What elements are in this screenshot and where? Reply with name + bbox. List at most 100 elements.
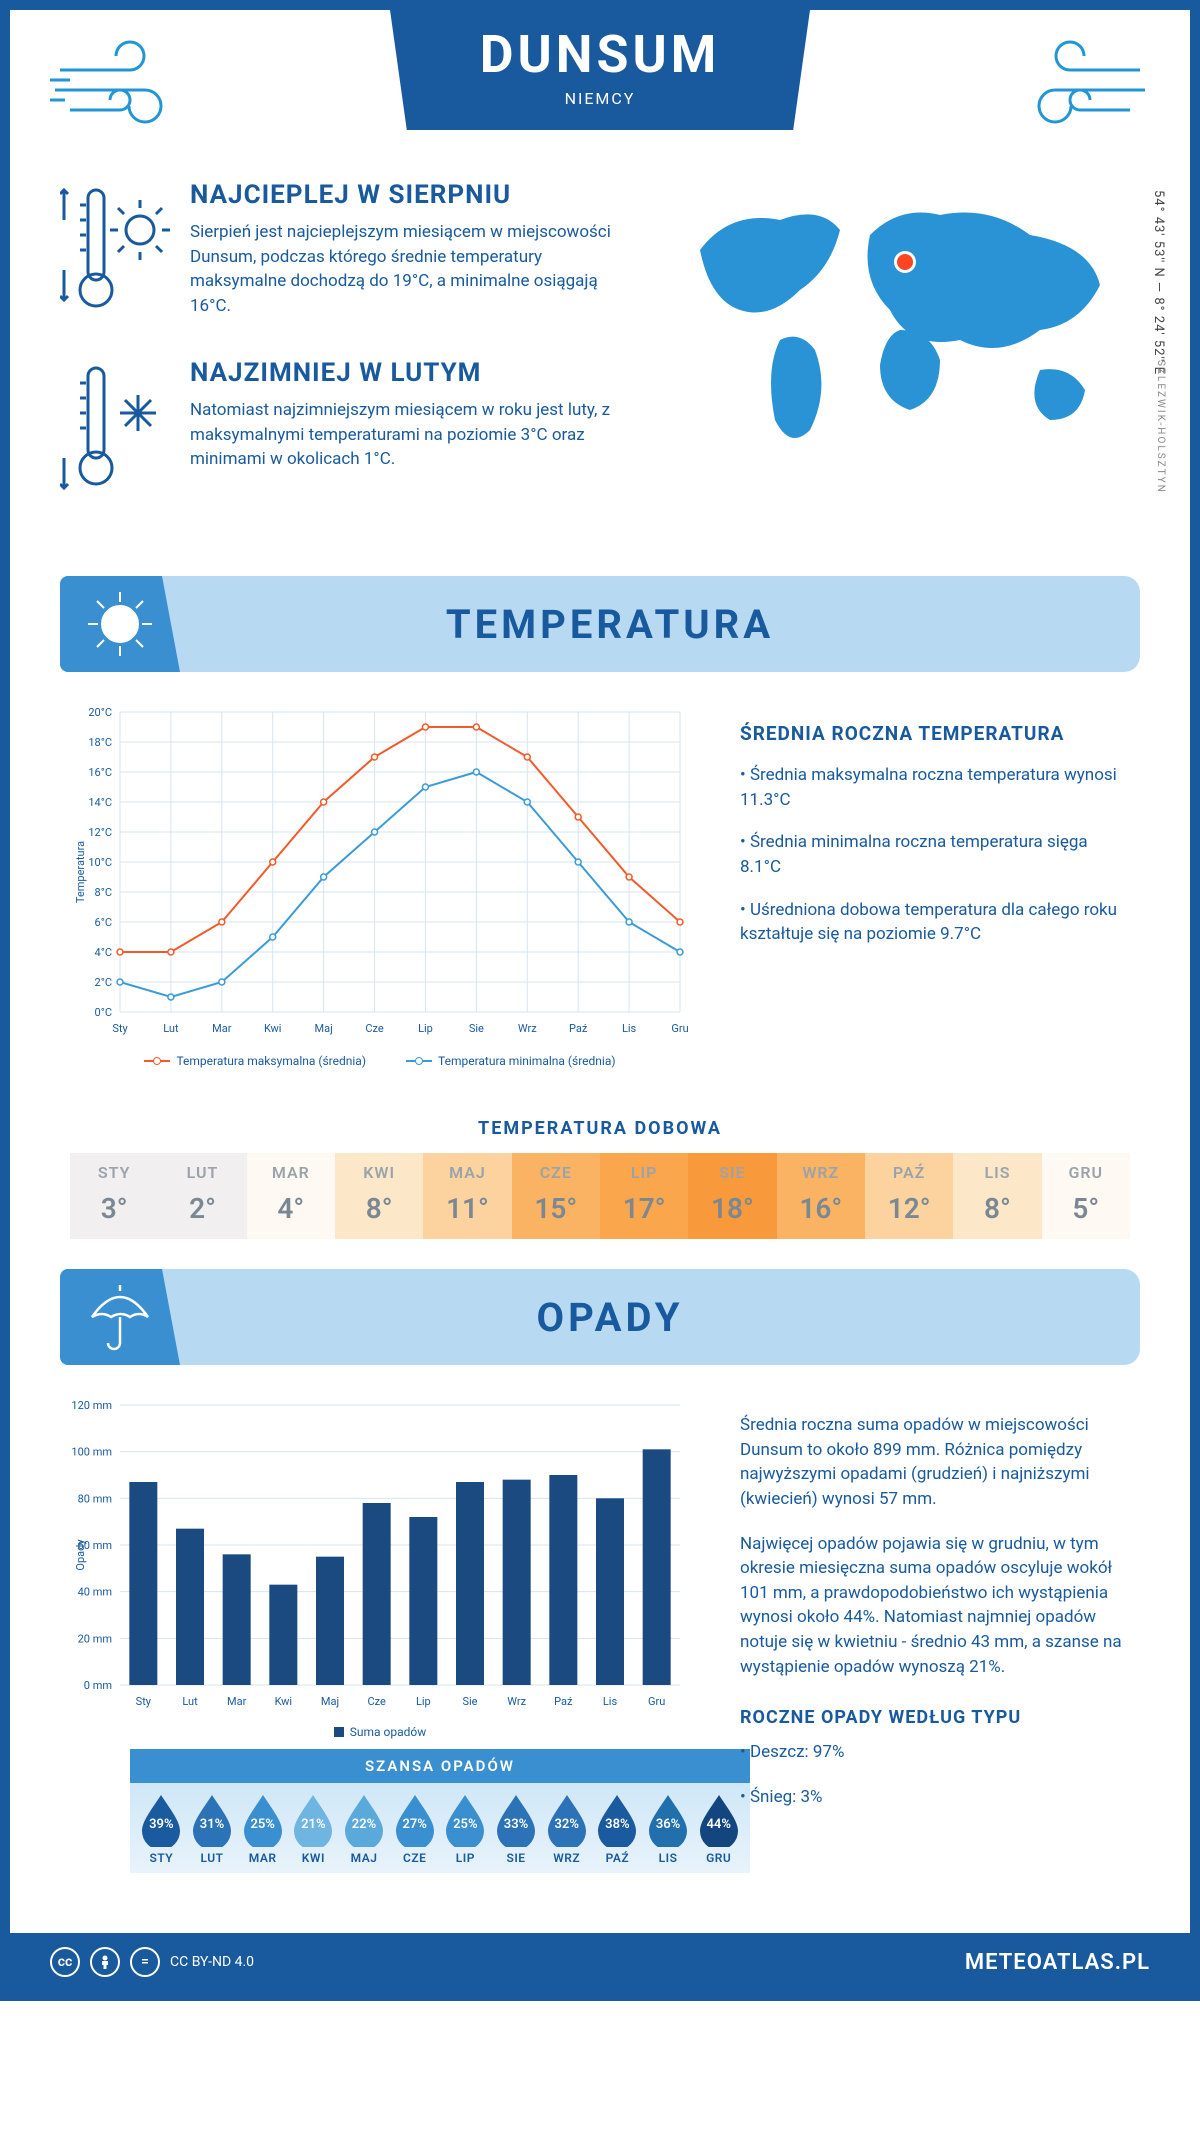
chance-cell: 21% KWI <box>288 1793 339 1865</box>
hot-month-title: NAJCIEPLEJ W SIERPNIU <box>190 180 620 210</box>
svg-text:Mar: Mar <box>227 1695 247 1708</box>
umbrella-icon <box>60 1269 180 1365</box>
svg-text:120 mm: 120 mm <box>71 1399 112 1412</box>
daily-temp-cell: CZE15° <box>512 1153 600 1239</box>
svg-text:Paź: Paź <box>554 1695 573 1708</box>
world-map-icon <box>660 180 1140 460</box>
svg-text:Mar: Mar <box>212 1022 232 1035</box>
daily-temp-cell: SIE18° <box>688 1153 776 1239</box>
thermometer-cold-icon <box>60 358 170 502</box>
svg-text:4°C: 4°C <box>95 946 112 959</box>
daily-temp-table: STY3°LUT2°MAR4°KWI8°MAJ11°CZE15°LIP17°SI… <box>70 1153 1130 1239</box>
precip-type-bullet: • Deszcz: 97% <box>740 1740 1130 1765</box>
svg-text:Wrz: Wrz <box>507 1695 526 1708</box>
region-label: SZLEZWIK-HOLSZTYN <box>1155 360 1166 494</box>
svg-text:Sty: Sty <box>112 1022 128 1035</box>
svg-text:20°C: 20°C <box>88 706 112 719</box>
daily-temp-cell: GRU5° <box>1042 1153 1130 1239</box>
svg-text:Lut: Lut <box>182 1695 198 1708</box>
temperature-line-chart: 0°C2°C4°C6°C8°C10°C12°C14°C16°C18°C20°CS… <box>70 702 690 1042</box>
svg-text:Lip: Lip <box>416 1695 431 1708</box>
nd-icon: = <box>130 1947 160 1977</box>
chance-cell: 27% CZE <box>389 1793 440 1865</box>
svg-text:Sie: Sie <box>462 1695 477 1708</box>
svg-text:0°C: 0°C <box>95 1006 112 1019</box>
sun-icon <box>60 576 180 672</box>
svg-text:Wrz: Wrz <box>518 1022 537 1035</box>
temp-bullet: • Średnia minimalna roczna temperatura s… <box>740 830 1130 879</box>
svg-text:Lut: Lut <box>163 1022 179 1035</box>
precipitation-bar-chart: 0 mm20 mm40 mm60 mm80 mm100 mm120 mmStyL… <box>70 1395 690 1715</box>
svg-text:Maj: Maj <box>315 1022 333 1035</box>
chance-cell: 38% PAŹ <box>592 1793 643 1865</box>
daily-temp-cell: LIP17° <box>600 1153 688 1239</box>
daily-temp-cell: PAŹ12° <box>865 1153 953 1239</box>
svg-text:Kwi: Kwi <box>264 1022 282 1035</box>
chance-cell: 44% GRU <box>693 1793 744 1865</box>
svg-text:Gru: Gru <box>671 1022 688 1035</box>
cold-month-title: NAJZIMNIEJ W LUTYM <box>190 358 620 388</box>
svg-text:6°C: 6°C <box>95 916 112 929</box>
daily-temp-cell: MAR4° <box>247 1153 335 1239</box>
cold-month-body: Natomiast najzimniejszym miesiącem w rok… <box>190 398 620 472</box>
svg-text:8°C: 8°C <box>95 886 112 899</box>
svg-text:18°C: 18°C <box>88 736 112 749</box>
svg-text:Opady: Opady <box>74 1539 87 1571</box>
daily-temp-cell: STY3° <box>70 1153 158 1239</box>
svg-text:Cze: Cze <box>367 1695 386 1708</box>
precip-type-title: ROCZNE OPADY WEDŁUG TYPU <box>740 1707 1130 1728</box>
svg-text:Gru: Gru <box>648 1695 665 1708</box>
by-icon <box>90 1947 120 1977</box>
svg-text:Cze: Cze <box>365 1022 384 1035</box>
svg-text:Temperatura: Temperatura <box>74 841 87 903</box>
svg-text:Kwi: Kwi <box>275 1695 293 1708</box>
temp-side-title: ŚREDNIA ROCZNA TEMPERATURA <box>740 722 1130 745</box>
svg-text:Lis: Lis <box>622 1022 637 1035</box>
chance-cell: 36% LIS <box>643 1793 694 1865</box>
svg-text:80 mm: 80 mm <box>78 1492 112 1505</box>
chance-cell: 32% WRZ <box>541 1793 592 1865</box>
chance-cell: 31% LUT <box>187 1793 238 1865</box>
chance-cell: 25% MAR <box>237 1793 288 1865</box>
legend-max: Temperatura maksymalna (średnia) <box>144 1054 366 1068</box>
cc-icon: cc <box>50 1947 80 1977</box>
svg-text:Sie: Sie <box>469 1022 484 1035</box>
footer: cc = CC BY-ND 4.0 METEOATLAS.PL <box>10 1933 1190 1991</box>
title-banner: DUNSUM NIEMCY <box>390 10 810 130</box>
legend-min: Temperatura minimalna (średnia) <box>406 1054 616 1068</box>
daily-temp-cell: WRZ16° <box>777 1153 865 1239</box>
wind-deco-right-icon <box>1010 20 1150 140</box>
svg-text:20 mm: 20 mm <box>78 1632 112 1645</box>
license-label: CC BY-ND 4.0 <box>170 1954 254 1970</box>
precip-para: Średnia roczna suma opadów w miejscowośc… <box>740 1413 1130 1512</box>
thermometer-hot-icon <box>60 180 170 324</box>
precip-legend: Suma opadów <box>70 1725 690 1739</box>
site-label: METEOATLAS.PL <box>965 1950 1150 1975</box>
svg-text:100 mm: 100 mm <box>71 1446 112 1459</box>
chance-cell: 22% MAJ <box>339 1793 390 1865</box>
daily-temp-cell: LIS8° <box>953 1153 1041 1239</box>
daily-temp-cell: LUT2° <box>158 1153 246 1239</box>
coordinates-label: 54° 43' 53'' N — 8° 24' 52'' E <box>1151 190 1166 375</box>
chance-cell: 33% SIE <box>491 1793 542 1865</box>
precip-type-bullet: • Śnieg: 3% <box>740 1785 1130 1810</box>
svg-text:Lip: Lip <box>418 1022 433 1035</box>
svg-text:2°C: 2°C <box>95 976 112 989</box>
svg-text:Paź: Paź <box>569 1022 588 1035</box>
daily-temp-title: TEMPERATURA DOBOWA <box>10 1118 1190 1139</box>
page-subtitle: NIEMCY <box>450 89 750 108</box>
chance-title: SZANSA OPADÓW <box>130 1749 750 1783</box>
svg-text:16°C: 16°C <box>88 766 112 779</box>
daily-temp-cell: KWI8° <box>335 1153 423 1239</box>
svg-text:14°C: 14°C <box>88 796 112 809</box>
precip-para: Najwięcej opadów pojawia się w grudniu, … <box>740 1532 1130 1680</box>
daily-temp-cell: MAJ11° <box>423 1153 511 1239</box>
svg-text:Sty: Sty <box>136 1695 152 1708</box>
hot-month-body: Sierpień jest najcieplejszym miesiącem w… <box>190 220 620 319</box>
svg-text:0 mm: 0 mm <box>84 1679 112 1692</box>
section-title-temperature: TEMPERATURA <box>180 601 1140 648</box>
chance-of-rain-strip: 39% STY 31% LUT 25% MAR 21% KWI 22% MAJ <box>130 1783 750 1873</box>
section-header-temperature: TEMPERATURA <box>60 576 1140 672</box>
chance-cell: 25% LIP <box>440 1793 491 1865</box>
temp-bullet: • Uśredniona dobowa temperatura dla całe… <box>740 898 1130 947</box>
